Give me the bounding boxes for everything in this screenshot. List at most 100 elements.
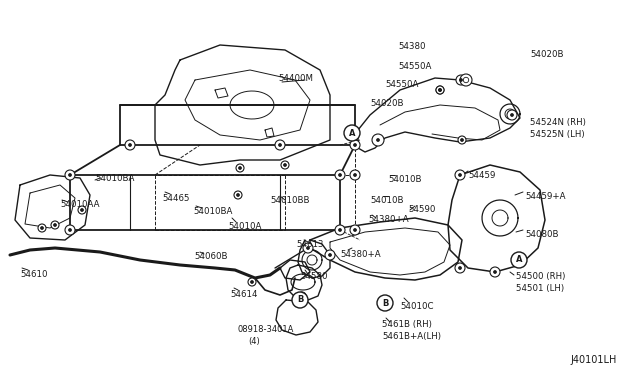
Circle shape (292, 292, 308, 308)
Circle shape (51, 221, 59, 229)
Circle shape (328, 253, 332, 257)
Text: A: A (516, 256, 522, 264)
Circle shape (436, 86, 444, 94)
Circle shape (353, 228, 356, 231)
Text: 54500 (RH): 54500 (RH) (516, 272, 565, 281)
Circle shape (350, 140, 360, 150)
Circle shape (461, 138, 463, 141)
Circle shape (239, 167, 241, 170)
Circle shape (460, 78, 463, 81)
Text: 54610: 54610 (20, 270, 47, 279)
Circle shape (339, 228, 342, 231)
Circle shape (511, 113, 513, 116)
Text: 54400M: 54400M (278, 74, 313, 83)
Circle shape (68, 173, 72, 176)
Circle shape (275, 140, 285, 150)
Circle shape (463, 77, 468, 83)
Text: 54380+A: 54380+A (368, 215, 408, 224)
Circle shape (38, 224, 46, 232)
Circle shape (54, 224, 56, 227)
Circle shape (281, 161, 289, 169)
Text: 54380: 54380 (398, 42, 426, 51)
Text: 54010A: 54010A (228, 222, 261, 231)
Circle shape (372, 134, 384, 146)
Circle shape (65, 170, 75, 180)
Text: 54020B: 54020B (370, 99, 403, 108)
Text: 54010BA: 54010BA (193, 207, 232, 216)
Circle shape (81, 208, 83, 212)
Text: 54614: 54614 (230, 290, 257, 299)
Text: 54010B: 54010B (388, 175, 422, 184)
Text: 54020B: 54020B (530, 50, 563, 59)
Circle shape (248, 278, 256, 286)
Text: 54550A: 54550A (398, 62, 431, 71)
Circle shape (458, 136, 466, 144)
Circle shape (460, 74, 472, 86)
Circle shape (438, 89, 442, 92)
Circle shape (325, 250, 335, 260)
Text: 54380+A: 54380+A (340, 250, 381, 259)
Text: B: B (382, 298, 388, 308)
Circle shape (335, 170, 345, 180)
Circle shape (438, 89, 442, 92)
Circle shape (456, 75, 466, 85)
Text: A: A (349, 128, 355, 138)
Circle shape (353, 173, 356, 176)
Circle shape (353, 144, 356, 147)
Text: 54010B: 54010B (370, 196, 403, 205)
Circle shape (68, 228, 72, 231)
Circle shape (284, 164, 287, 167)
Circle shape (303, 243, 313, 253)
Circle shape (250, 280, 253, 283)
Circle shape (301, 295, 303, 298)
Text: 54459: 54459 (468, 171, 495, 180)
Circle shape (339, 173, 342, 176)
Text: 5461B+A(LH): 5461B+A(LH) (382, 332, 441, 341)
Text: 54010BB: 54010BB (270, 196, 310, 205)
Text: 08918-3401A: 08918-3401A (238, 325, 294, 334)
Text: 54010AA: 54010AA (60, 200, 99, 209)
Circle shape (78, 206, 86, 214)
Circle shape (335, 225, 345, 235)
Circle shape (458, 266, 461, 269)
Circle shape (40, 227, 44, 230)
Circle shape (344, 125, 360, 141)
Circle shape (298, 292, 306, 300)
Circle shape (377, 295, 393, 311)
Text: 54590: 54590 (408, 205, 435, 214)
Text: 54010C: 54010C (400, 302, 433, 311)
Text: 54550A: 54550A (385, 80, 419, 89)
Circle shape (65, 225, 75, 235)
Circle shape (125, 140, 135, 150)
Text: 54524N (RH): 54524N (RH) (530, 118, 586, 127)
Circle shape (511, 252, 527, 268)
Circle shape (490, 267, 500, 277)
Circle shape (234, 191, 242, 199)
Circle shape (455, 170, 465, 180)
Text: 54060B: 54060B (194, 252, 227, 261)
Circle shape (350, 225, 360, 235)
Circle shape (236, 164, 244, 172)
Text: 54501 (LH): 54501 (LH) (516, 284, 564, 293)
Text: 54080B: 54080B (525, 230, 559, 239)
Circle shape (350, 170, 360, 180)
Circle shape (237, 193, 239, 196)
Text: B: B (297, 295, 303, 305)
Text: 54459+A: 54459+A (525, 192, 566, 201)
Text: 54613: 54613 (296, 240, 323, 249)
Circle shape (493, 270, 497, 273)
Circle shape (278, 144, 282, 147)
Circle shape (436, 86, 444, 94)
Circle shape (129, 144, 131, 147)
Circle shape (507, 110, 517, 120)
Text: (4): (4) (248, 337, 260, 346)
Text: 54580: 54580 (300, 272, 328, 281)
Circle shape (376, 138, 380, 141)
Circle shape (455, 263, 465, 273)
Circle shape (307, 247, 310, 250)
Text: 5461B (RH): 5461B (RH) (382, 320, 432, 329)
Text: 54465: 54465 (162, 194, 189, 203)
Text: 54525N (LH): 54525N (LH) (530, 130, 584, 139)
Text: J40101LH: J40101LH (570, 355, 616, 365)
Circle shape (458, 173, 461, 176)
